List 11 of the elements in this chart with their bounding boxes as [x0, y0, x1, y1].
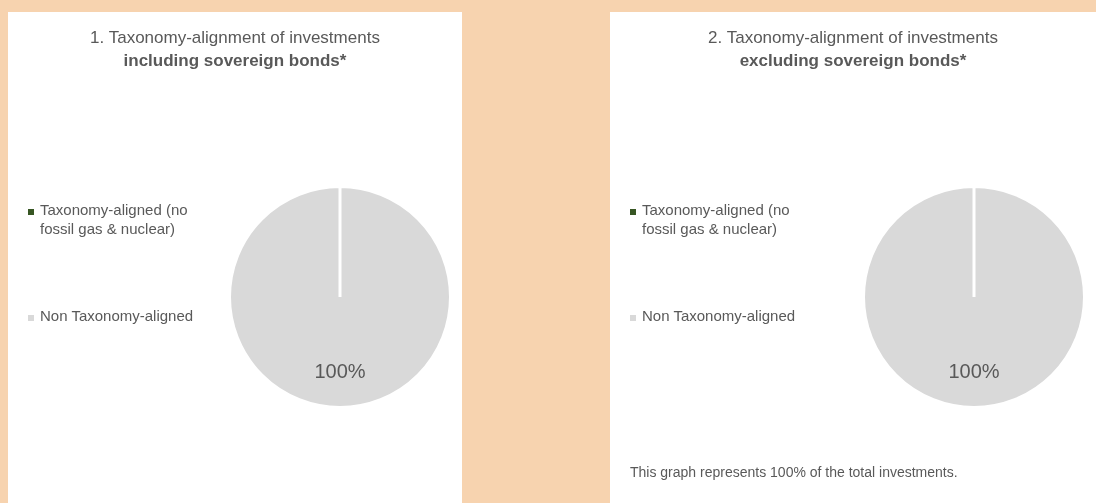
data-label: 100% [314, 359, 366, 382]
legend-label: Taxonomy-aligned (no fossil gas & nuclear) [40, 200, 189, 238]
text: This graph represents 100% of the total investments. [630, 464, 958, 480]
chart-subtitle: excluding sovereign bonds* [738, 50, 968, 72]
legend-label: Taxonomy-aligned (no fossil gas & nuclear) [642, 200, 791, 238]
chart-title: 2. Taxonomy-alignment of investments [707, 27, 999, 49]
legend-label: Non Taxonomy-aligned [642, 306, 796, 325]
legend-label: Non Taxonomy-aligned [40, 306, 194, 325]
chart-title: 1. Taxonomy-alignment of investments [89, 27, 381, 49]
data-label: 100% [948, 359, 1000, 382]
chart-subtitle: including sovereign bonds* [122, 50, 348, 72]
